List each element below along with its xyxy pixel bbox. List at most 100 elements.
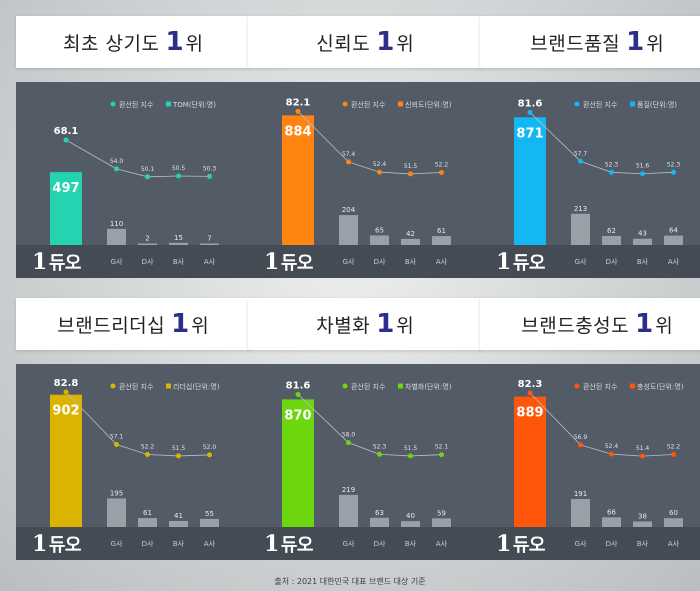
rank-suffix: 위 (396, 32, 414, 55)
index-point (408, 171, 413, 177)
bar-competitor (169, 520, 188, 527)
bar-competitor (432, 236, 451, 245)
index-value-label: 51.5 (404, 163, 418, 170)
index-value-label: 52.4 (373, 161, 387, 168)
index-value-label: 52.2 (435, 162, 449, 169)
chart-svg: 환산된 지수 TOM(단위:명) 497 110 2 15 7 68.1 54.0 50.1 50.… (50, 100, 219, 245)
rank-number: 1 (376, 309, 395, 339)
chart-card: 브랜드리더십 1 위 환산된 지수 리더십(단위:명) 902 195 61 41 55 82.8 5… (16, 298, 250, 560)
index-value-label: 51.4 (636, 445, 650, 452)
brand-logo-number: 1 (264, 531, 279, 557)
legend-marker-value (398, 101, 403, 107)
category-label: D사 (142, 539, 154, 548)
rank-number: 1 (626, 27, 645, 57)
index-point (114, 441, 119, 447)
category-label: B사 (637, 257, 649, 266)
category-label: G사 (575, 539, 587, 548)
chart-footer: 1 듀오 G사 D사 B사 A사 (480, 245, 700, 278)
category-label: D사 (606, 257, 618, 266)
chart-card: 차별화 1 위 환산된 지수 차별화(단위:명) 870 219 63 40 59 81.6 58.0… (248, 298, 482, 560)
bar-value-label: 62 (607, 227, 616, 235)
index-point (377, 169, 382, 175)
bar-value-label: 40 (406, 512, 415, 520)
index-value-label: 50.1 (141, 166, 155, 173)
index-point (377, 451, 382, 457)
bar-value-label: 64 (669, 227, 678, 235)
index-value-label: 68.1 (54, 126, 79, 137)
brand-logo: 1 듀오 (32, 531, 81, 557)
rank-number: 1 (165, 27, 184, 57)
category-label: B사 (637, 539, 649, 548)
index-point (408, 453, 413, 459)
bar-competitor (602, 517, 621, 527)
rank-suffix: 위 (646, 32, 664, 55)
bar-value-label: 61 (143, 509, 152, 517)
chart-card: 최초 상기도 1 위 환산된 지수 TOM(단위:명) 497 110 2 15 7 68.1 54.… (16, 16, 250, 278)
index-line (297, 111, 442, 175)
bar-brand (282, 115, 314, 245)
index-value-label: 82.8 (54, 378, 79, 389)
rank-suffix: 위 (191, 314, 209, 337)
bar-value-label: 59 (437, 509, 446, 517)
bar-competitor (664, 518, 683, 527)
legend-marker-index (342, 383, 348, 389)
bar-value-label: 41 (174, 512, 183, 520)
bar-competitor (602, 235, 621, 245)
index-point (640, 453, 645, 459)
rank-number: 1 (171, 309, 190, 339)
bar-value-label: 61 (437, 227, 446, 235)
index-point (63, 389, 69, 395)
bar-competitor (571, 498, 590, 527)
brand-logo-name: 듀오 (48, 253, 82, 274)
index-value-label: 50.5 (172, 165, 186, 172)
brand-logo-number: 1 (264, 249, 279, 275)
legend-label-value: 신뢰도(단위:명) (405, 100, 452, 109)
index-point (63, 137, 69, 143)
rank-suffix: 위 (655, 314, 673, 337)
brand-logo-name: 듀오 (512, 253, 546, 274)
bar-value-label: 889 (516, 406, 543, 421)
brand-logo: 1 듀오 (264, 531, 313, 557)
chart-title: 최초 상기도 (62, 32, 160, 55)
bar-value-label: 43 (638, 230, 647, 238)
chart-svg: 환산된 지수 품질(단위:명) 871 213 62 43 64 81.6 57.7 52.3 51… (514, 98, 683, 245)
bar-competitor (370, 235, 389, 245)
legend-marker-value (630, 383, 635, 389)
legend-label-index: 환산된 지수 (119, 382, 154, 391)
chart-card-header: 차별화 1 위 (248, 298, 482, 350)
index-line (65, 139, 210, 178)
legend-label-index: 환산된 지수 (119, 100, 154, 109)
index-point (640, 171, 645, 177)
index-value-label: 57.1 (110, 433, 124, 440)
brand-logo-name: 듀오 (280, 535, 314, 556)
index-point (346, 159, 351, 165)
index-point (295, 391, 301, 397)
bar-competitor (138, 243, 157, 245)
chart-svg: 환산된 지수 충성도(단위:명) 889 191 66 38 60 82.3 56.9 52.4 5… (514, 379, 684, 527)
bar-competitor (169, 242, 188, 245)
chart-title: 차별화 (316, 314, 371, 337)
category-label: G사 (111, 539, 123, 548)
brand-logo-number: 1 (496, 249, 511, 275)
brand-logo-name: 듀오 (280, 253, 314, 274)
bar-value-label: 7 (207, 235, 211, 243)
chart-footer: 1 듀오 G사 D사 B사 A사 (248, 527, 482, 560)
chart-card: 신뢰도 1 위 환산된 지수 신뢰도(단위:명) 884 204 65 42 61 82.1 57.4… (248, 16, 482, 278)
chart-svg: 환산된 지수 리더십(단위:명) 902 195 61 41 55 82.8 57.1 52.2 5… (50, 378, 220, 527)
legend-label-index: 환산된 지수 (583, 100, 618, 109)
index-value-label: 82.1 (286, 97, 311, 108)
index-point (207, 452, 212, 458)
chart-card-header: 최초 상기도 1 위 (16, 16, 250, 68)
index-point (609, 451, 614, 457)
bar-value-label: 110 (110, 220, 123, 228)
index-line (297, 394, 442, 457)
index-point (671, 169, 676, 175)
category-label: B사 (173, 539, 185, 548)
bar-competitor (200, 243, 219, 245)
brand-logo-number: 1 (32, 249, 47, 275)
bar-value-label: 884 (284, 124, 311, 139)
legend-marker-index (110, 101, 116, 107)
bar-brand (282, 399, 314, 527)
brand-logo: 1 듀오 (32, 249, 81, 275)
category-label: D사 (374, 539, 386, 548)
